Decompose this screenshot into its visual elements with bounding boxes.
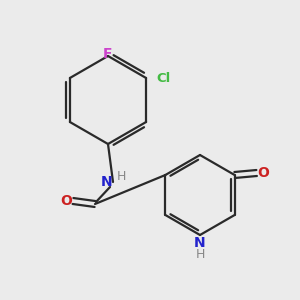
Text: H: H: [116, 170, 126, 184]
Text: N: N: [194, 236, 206, 250]
Text: O: O: [258, 166, 270, 180]
Text: Cl: Cl: [156, 71, 170, 85]
Text: O: O: [60, 194, 72, 208]
Text: N: N: [101, 175, 113, 189]
Text: F: F: [103, 47, 113, 61]
Text: H: H: [195, 248, 205, 260]
